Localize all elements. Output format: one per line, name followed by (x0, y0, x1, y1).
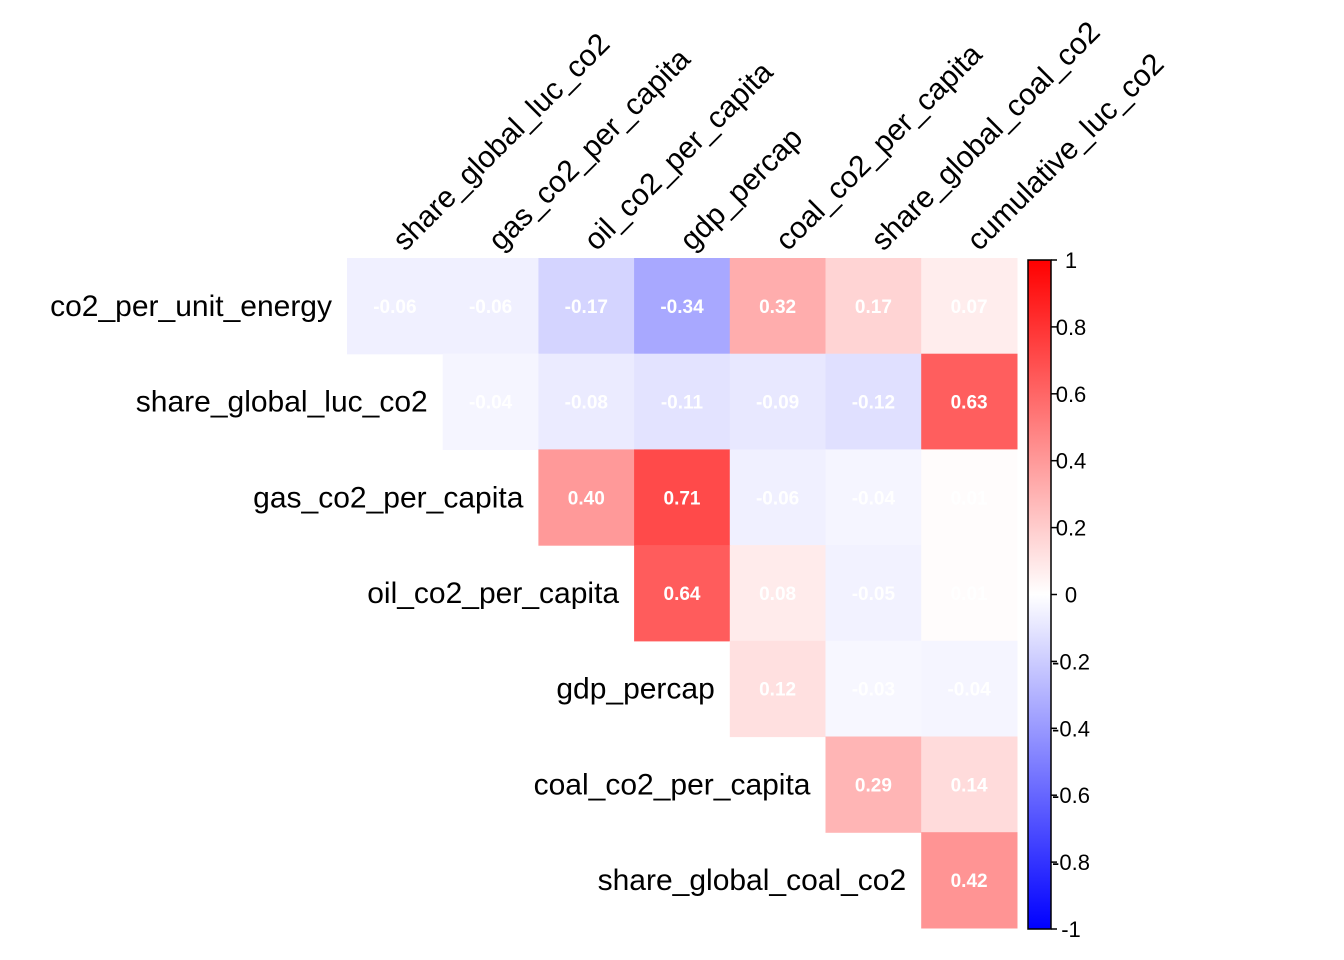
column-label: oil_co2_per_capita (578, 55, 780, 257)
color-scale-bar (1027, 259, 1052, 930)
legend-tick-label: -0.4 (1052, 716, 1090, 741)
legend-tick-label: -1 (1061, 917, 1081, 942)
heatmap-cell-r0-c3 (634, 258, 731, 355)
row-label: share_global_coal_co2 (598, 864, 907, 897)
heatmap-cell-r4-c5 (825, 640, 922, 738)
cell-value-label: 0.71 (664, 488, 701, 509)
cell-value-label: 0.01 (951, 584, 988, 605)
row-labels: co2_per_unit_energy share_global_luc_co2g… (50, 290, 906, 897)
cell-value-label: 0.63 (951, 393, 988, 414)
heatmap-cell-r1-c1 (442, 353, 539, 450)
cell-value-label: 0.64 (664, 584, 701, 605)
cell-value-label: -0.06 (469, 297, 512, 318)
heatmap-cell-r0-c1 (442, 258, 539, 355)
row-label: co2_per_unit_energy (50, 290, 332, 323)
row-label: share_global_luc_co2 (136, 386, 428, 419)
color-legend: 1 0.8 0.6 0.4 0.2 0 -0.2 -0.4 -0.6 -0.8 -1 (1027, 248, 1090, 942)
heatmap-cell-r3-c5 (825, 545, 922, 642)
cell-value-label: -0.17 (565, 297, 608, 318)
cell-value-label: -0.34 (660, 297, 704, 318)
cell-value-label: 0.08 (759, 584, 796, 605)
cell-value-label: 0.14 (951, 775, 988, 796)
heatmap-cell-r0-c0 (347, 258, 444, 355)
heatmap-cell-r3-c4 (729, 545, 827, 642)
column-labels: share_global_luc_co2gas_co2_per_capitaoi… (387, 15, 1171, 257)
cell-value-label: -0.05 (852, 584, 896, 605)
cell-value-label: 0.01 (951, 488, 988, 509)
cell-value-label: 0.17 (855, 297, 892, 318)
heatmap-cell-r1-c2 (538, 353, 635, 450)
cell-value-label: -0.06 (373, 297, 416, 318)
heatmap-cell-r0-c5 (825, 258, 922, 355)
legend-tick-label: -0.2 (1052, 649, 1090, 674)
cell-value-label: -0.09 (756, 393, 799, 414)
row-label: gas_co2_per_capita (253, 481, 524, 514)
cell-value-label: -0.03 (852, 680, 895, 701)
heatmap-cell-r0-c2 (538, 258, 635, 355)
heatmap-cell-r2-c3 (634, 449, 731, 546)
cell-value-label: 0.42 (951, 871, 988, 892)
heatmap-cell-r1-c6 (921, 353, 1018, 450)
legend-tick-label: 1 (1065, 248, 1077, 273)
heatmap-cell-r3-c6 (921, 545, 1018, 642)
legend-tick-label: 0.4 (1056, 449, 1087, 474)
legend-tick-label: -0.8 (1052, 850, 1090, 875)
heatmap-cell-r1-c4 (729, 353, 827, 450)
cell-value-label: 0.07 (951, 297, 988, 318)
heatmap-cell-r2-c2 (538, 449, 635, 546)
heatmap-cell-r4-c4 (729, 640, 827, 738)
heatmap-cell-r3-c3 (634, 545, 731, 642)
cell-value-label: -0.11 (661, 393, 704, 414)
heatmap-cell-r5-c5 (825, 736, 922, 833)
heatmap-cell-r0-c4 (729, 258, 827, 355)
cell-value-label: 0.32 (759, 297, 796, 318)
heatmap-cell-r5-c6 (921, 736, 1018, 833)
heatmap-cell-r2-c6 (921, 449, 1018, 546)
cell-value-label: 0.12 (759, 680, 796, 701)
cell-value-label: -0.04 (469, 393, 513, 414)
legend-tick-label: -0.6 (1052, 783, 1090, 808)
heatmap-cell-r0-c6 (921, 258, 1018, 355)
heatmap-cell-r1-c5 (825, 353, 922, 450)
heatmap-cell-r2-c4 (729, 449, 827, 546)
heatmap-cell-r1-c3 (634, 353, 731, 450)
heatmap-cell-r6-c6 (921, 832, 1018, 929)
cell-value-label: 0.40 (568, 488, 605, 509)
cell-value-label: -0.04 (852, 488, 896, 509)
heatmap-cell-r2-c5 (825, 449, 922, 546)
cell-value-label: -0.08 (565, 393, 608, 414)
row-label: coal_co2_per_capita (534, 768, 811, 801)
legend-tick-label: 0.8 (1056, 315, 1087, 340)
row-label: oil_co2_per_capita (367, 577, 619, 610)
row-label: gdp_percap (556, 673, 714, 706)
cell-value-label: -0.12 (852, 393, 895, 414)
cell-value-label: -0.06 (756, 488, 799, 509)
legend-tick-label: 0.6 (1056, 382, 1087, 407)
cell-value-label: 0.29 (855, 775, 892, 796)
legend-tick-label: 0.2 (1056, 516, 1087, 541)
heatmap-cell-r4-c6 (921, 640, 1018, 738)
legend-tick-label: 0 (1065, 583, 1077, 608)
heatmap-cells: -0.06 -0.06 -0.17 -0.34 0.32 0.17 0.07 -0.04 -0.… (347, 258, 1018, 929)
cell-value-label: -0.04 (947, 680, 991, 701)
